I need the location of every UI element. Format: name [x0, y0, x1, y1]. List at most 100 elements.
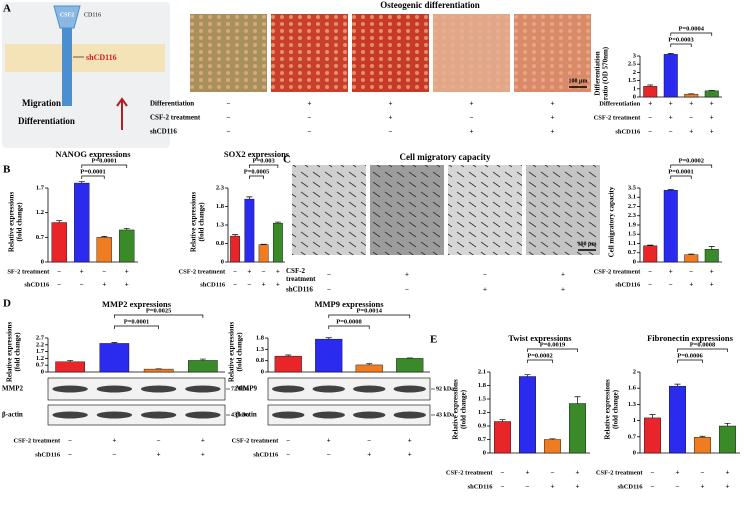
condition-mark: +: [526, 469, 530, 477]
blot-band: [96, 411, 133, 419]
error-bar: [232, 234, 239, 237]
y-tick-label: 2.7: [36, 334, 45, 341]
blot-size: 72 kDa: [231, 386, 249, 392]
blot: [267, 404, 431, 426]
y-tick-label: 0: [261, 368, 264, 375]
condition-mark: −: [470, 114, 474, 122]
condition-mark: −: [405, 286, 409, 294]
y-tick-label: 1.7: [36, 184, 45, 191]
y-tick-label: 1.8: [216, 203, 225, 210]
condition-mark: −: [227, 100, 231, 108]
condition-mark: +: [125, 268, 129, 276]
error-bar: [78, 181, 85, 184]
condition-mark: +: [483, 286, 487, 294]
y-axis-label: Relative expressions: [452, 379, 460, 440]
condition-mark: −: [389, 128, 393, 136]
significance-bracket: [328, 325, 370, 329]
p-value: P=0.0005: [244, 168, 270, 175]
condition-mark: −: [669, 128, 673, 136]
condition-label: shCD116: [200, 281, 226, 288]
y-tick-label: 1: [633, 417, 636, 424]
error-bar: [285, 354, 292, 357]
y-tick-label: 0.8: [256, 357, 265, 364]
blot-label: MMP9: [236, 385, 257, 393]
blot-size: 43 kDa: [436, 412, 454, 418]
error-bar: [246, 196, 253, 200]
condition-mark: −: [308, 114, 312, 122]
condition-mark: +: [551, 100, 555, 108]
y-tick-label: 2: [633, 69, 636, 76]
y-tick-label: 0: [633, 258, 636, 265]
receptor-label: CD116: [84, 12, 101, 18]
bar: [230, 235, 241, 263]
significance-bracket: [249, 175, 264, 179]
p-value: P=0.0014: [356, 307, 382, 314]
y-axis-label: (fold change): [236, 332, 244, 372]
condition-mark: −: [233, 268, 237, 276]
y-tick-label: 2.3: [216, 184, 225, 191]
error-bar: [699, 435, 706, 438]
significance-bracket: [670, 164, 713, 168]
y-tick-label: 0: [483, 449, 486, 456]
y-axis-label: (fold change): [198, 202, 206, 242]
error-bar: [199, 358, 206, 361]
blot-band: [185, 385, 221, 393]
p-value: P=0.0002: [527, 352, 553, 359]
panel-letter: D: [3, 298, 11, 310]
condition-mark: +: [576, 469, 580, 477]
condition-mark: −: [327, 286, 331, 294]
error-bar: [667, 53, 674, 55]
y-tick-label: 0.7: [628, 433, 637, 440]
blot-band: [353, 385, 386, 393]
micrograph-texture: [526, 165, 600, 255]
y-tick-label: 1.5: [478, 395, 487, 402]
bar: [244, 198, 255, 263]
condition-mark: +: [689, 100, 693, 108]
condition-mark: −: [651, 469, 655, 477]
micrograph-texture: [514, 14, 591, 92]
blot-band: [272, 411, 305, 419]
p-value: P=0.0001: [124, 318, 150, 325]
condition-mark: −: [551, 469, 555, 477]
error-bar: [499, 419, 506, 422]
condition-mark: −: [526, 483, 530, 491]
error-bar: [688, 253, 695, 255]
y-tick-label: 0.7: [36, 234, 45, 241]
condition-mark: −: [648, 281, 652, 289]
error-bar: [724, 422, 731, 426]
chart-title: MMP9 expressions: [314, 299, 384, 309]
condition-mark: +: [648, 100, 652, 108]
condition-mark: +: [201, 451, 205, 459]
p-value: P=0.0001: [91, 157, 117, 164]
bar: [258, 244, 269, 263]
condition-mark: +: [669, 268, 673, 276]
significance-bracket: [81, 164, 128, 168]
blot: [47, 377, 226, 401]
ligand-shape: [53, 5, 81, 29]
condition-mark: −: [227, 114, 231, 122]
y-tick-label: 2.3: [628, 212, 637, 219]
panel-title: Cell migratory capacity: [400, 152, 491, 162]
condition-mark: −: [157, 437, 161, 445]
bar: [719, 425, 736, 454]
error-bar: [574, 396, 581, 404]
chart-title: SOX2 expressions: [224, 149, 290, 159]
blot: [267, 377, 431, 401]
y-tick-label: 2: [633, 368, 636, 375]
bar: [188, 360, 218, 373]
bar: [99, 343, 130, 373]
p-value: P=0.003: [252, 157, 275, 164]
condition-mark: +: [710, 100, 714, 108]
condition-mark: +: [710, 128, 714, 136]
condition-label: shCD116: [468, 483, 494, 490]
condition-label: Differentiation: [599, 100, 640, 107]
condition-mark: +: [405, 271, 409, 279]
condition-mark: +: [112, 437, 116, 445]
bar: [644, 417, 661, 454]
y-tick-label: 1.1: [628, 240, 636, 247]
y-tick-label: 1.2: [36, 355, 44, 362]
blot-size: 92 kDa: [436, 386, 454, 392]
bar: [643, 245, 658, 263]
error-bar: [67, 360, 74, 362]
blot-band: [96, 385, 133, 393]
